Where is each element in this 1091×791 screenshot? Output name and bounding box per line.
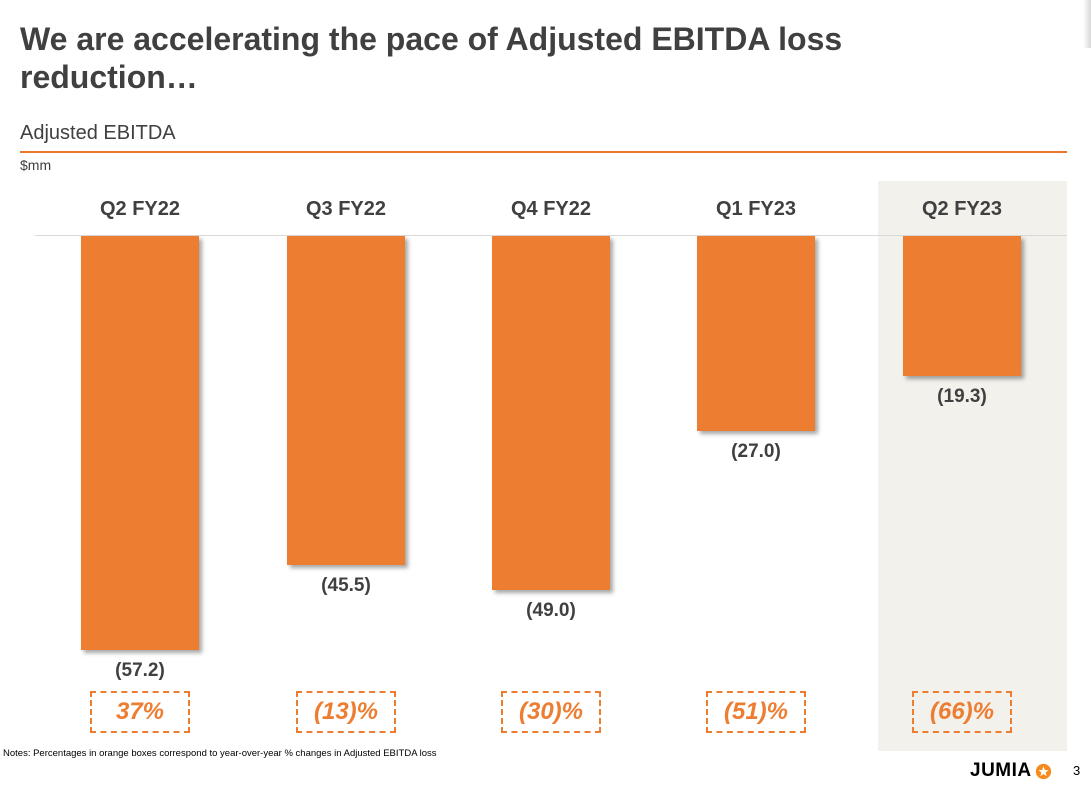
yoy-change-box: 37% (90, 691, 190, 733)
data-label: (19.3) (937, 385, 987, 407)
star-icon (1035, 763, 1051, 779)
subtitle-divider (20, 151, 1067, 153)
logo-text: JUMIA (970, 760, 1032, 781)
bar (697, 236, 815, 432)
chart-subtitle: Adjusted EBITDA (20, 122, 176, 144)
yoy-change-box: (51)% (706, 691, 806, 733)
data-label: (49.0) (526, 600, 576, 622)
page-number: 3 (1073, 763, 1081, 778)
yoy-change-box: (13)% (296, 691, 396, 733)
bar (81, 236, 199, 650)
data-label: (27.0) (731, 441, 781, 463)
unit-label: $mm (20, 157, 52, 173)
yoy-change-box: (30)% (501, 691, 601, 733)
zero-baseline (35, 235, 1067, 236)
category-label: Q2 FY22 (99, 198, 181, 220)
bar (287, 236, 405, 565)
data-label: (57.2) (115, 659, 165, 681)
page-title: We are accelerating the pace of Adjusted… (20, 21, 843, 95)
jumia-logo: JUMIA (970, 760, 1052, 782)
category-label: Q2 FY23 (921, 198, 1003, 220)
category-label: Q4 FY22 (510, 198, 592, 220)
bar (903, 236, 1021, 376)
category-label: Q1 FY23 (715, 198, 797, 220)
bar (492, 236, 610, 591)
yoy-change-box: (66)% (912, 691, 1012, 733)
category-label: Q3 FY22 (305, 198, 387, 220)
data-label: (45.5) (321, 574, 371, 596)
page-edge-shadow (1083, 0, 1091, 48)
footnote: Notes: Percentages in orange boxes corre… (3, 748, 437, 759)
